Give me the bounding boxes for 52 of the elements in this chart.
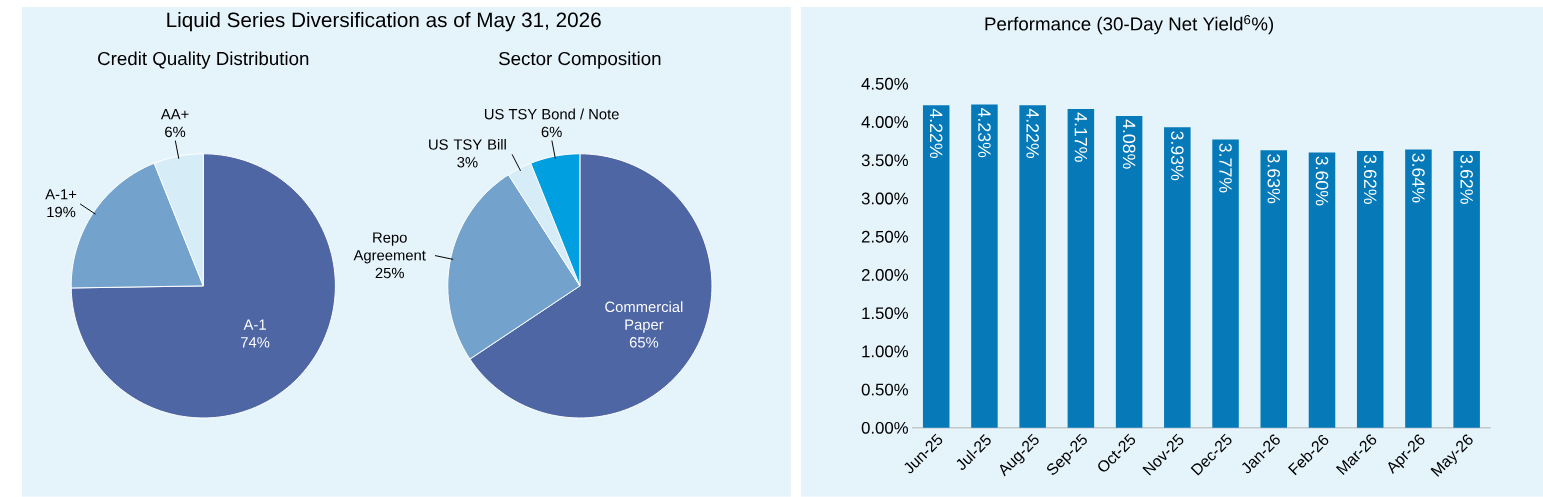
bar	[1405, 149, 1432, 428]
y-tick-label: 2.00%	[861, 269, 909, 281]
y-tick-label: 4.00%	[861, 116, 909, 129]
data-label: 74%	[241, 337, 270, 348]
data-label: 3.60%	[1315, 156, 1329, 206]
data-label: 3.62%	[1460, 154, 1473, 204]
data-label: 4.08%	[1122, 119, 1136, 169]
y-tick-label: 1.00%	[862, 345, 909, 358]
chart-subtitle: Credit Quality Distribution	[98, 51, 309, 69]
data-label: 25%	[375, 267, 404, 279]
bar	[1019, 105, 1046, 428]
data-label: 3.64%	[1412, 153, 1425, 203]
slice-label: Repo Agreement	[353, 232, 426, 264]
y-tick-label: 3.50%	[861, 154, 909, 167]
data-label: 3%	[457, 157, 478, 168]
data-label: 3.77%	[1219, 143, 1232, 193]
bar	[1356, 151, 1384, 428]
y-tick-label: 3.00%	[861, 192, 909, 205]
y-tick-label: 0.50%	[861, 383, 909, 396]
data-label: 3.62%	[1363, 154, 1377, 204]
bar	[1453, 151, 1480, 428]
slice-label: US TSY Bond / Note	[484, 108, 619, 120]
bar	[1308, 152, 1336, 428]
slice-label: A-1	[243, 319, 266, 330]
data-label: 4.22%	[1026, 108, 1039, 159]
data-label: 3.93%	[1171, 131, 1184, 181]
bar	[1115, 115, 1143, 428]
y-tick-label: 0.00%	[861, 421, 909, 434]
bar	[1067, 109, 1095, 428]
y-tick-label: 2.50%	[861, 230, 909, 243]
data-label: 6%	[165, 126, 186, 138]
bar	[1164, 127, 1191, 428]
data-label: 4.22%	[929, 108, 943, 159]
slice-label: US TSY Bill	[429, 138, 506, 150]
data-label: 4.17%	[1074, 112, 1088, 162]
chart-title: Performance (30-Day Net Yield$^{6}$%)	[985, 15, 1274, 35]
bar	[1212, 139, 1239, 428]
y-tick-label: 1.50%	[862, 307, 909, 320]
data-label: 19%	[47, 206, 76, 218]
slice-label: AA+	[160, 109, 189, 120]
slice-label: A-1+	[45, 189, 77, 200]
data-label: 3.63%	[1267, 154, 1281, 204]
data-label: 4.23%	[978, 108, 991, 158]
data-label: 65%	[629, 337, 659, 348]
bar	[1260, 150, 1288, 428]
slice-label: Commercial Paper	[605, 301, 683, 333]
text: Liquid Series Diversification as of May 31, 2026	[167, 12, 601, 32]
data-label: 6%	[541, 126, 562, 138]
bar	[922, 105, 950, 428]
chart-title: Sector Composition	[499, 51, 661, 69]
y-tick-label: 4.50%	[861, 77, 909, 90]
bar	[971, 104, 998, 428]
